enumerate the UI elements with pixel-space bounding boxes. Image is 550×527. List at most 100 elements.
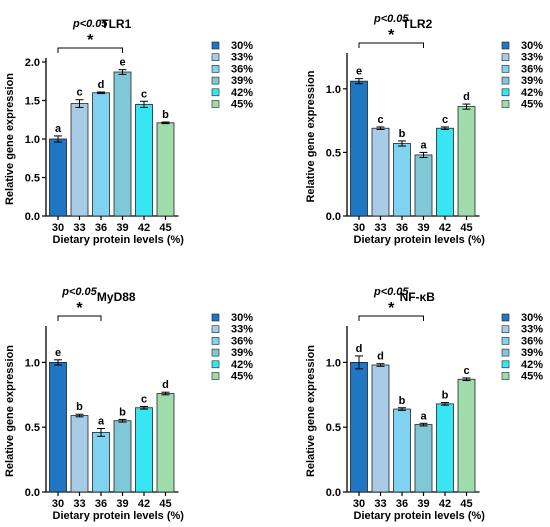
bar-45 <box>156 122 175 217</box>
p-value-label: p<0.05 <box>72 18 108 30</box>
significance-letter: c <box>141 88 147 100</box>
significance-star: * <box>388 300 395 317</box>
significance-letter: c <box>377 114 383 126</box>
x-tick-label: 45 <box>460 222 472 234</box>
x-tick-label: 33 <box>73 498 85 510</box>
x-tick-label: 30 <box>52 222 64 234</box>
significance-star: * <box>76 300 83 317</box>
bar-36 <box>393 408 411 493</box>
y-axis-label: Relative gene expression <box>305 70 317 202</box>
legend-label: 33% <box>231 52 253 64</box>
significance-letter: b <box>119 406 126 418</box>
legend-swatch <box>501 100 510 108</box>
x-tick-label: 45 <box>460 498 472 510</box>
chart-panel-2: TLR2 Relative gene expression 0.0 0.5 1.0 e 30… <box>305 13 543 246</box>
y-axis-label: Relative gene expression <box>4 73 16 205</box>
significance-letter: a <box>55 123 62 135</box>
significance-letter: a <box>98 415 105 427</box>
significance-letter: c <box>76 87 82 99</box>
x-tick-label: 36 <box>95 498 107 510</box>
y-tick-label: 0.5 <box>326 422 341 434</box>
x-axis-label: Dietary protein levels (%) <box>354 234 486 246</box>
y-tick-label: 0.0 <box>326 487 341 499</box>
bar-33 <box>371 127 390 217</box>
chart-title: NF-κB <box>400 290 436 304</box>
x-tick-label: 45 <box>159 222 171 234</box>
legend-swatch <box>501 348 510 357</box>
legend-swatch <box>501 65 510 73</box>
bar-42 <box>135 407 153 493</box>
legend-swatch <box>501 360 510 369</box>
significance-bracket <box>57 47 123 53</box>
bar-45 <box>457 106 476 217</box>
legend-swatch <box>211 53 220 62</box>
x-tick-label: 39 <box>417 498 429 510</box>
x-axis-label: Dietary protein levels (%) <box>354 510 486 522</box>
legend-swatch <box>501 53 510 62</box>
legend-label: 36% <box>231 63 253 75</box>
x-tick-label: 30 <box>353 222 365 234</box>
x-tick-label: 39 <box>116 498 128 510</box>
legend-swatch <box>501 372 510 380</box>
legend-label: 36% <box>521 63 543 75</box>
significance-letter: c <box>442 114 448 126</box>
x-tick-label: 39 <box>116 222 128 234</box>
x-tick-label: 30 <box>353 498 365 510</box>
legend-swatch <box>501 76 510 85</box>
x-axis-label: Dietary protein levels (%) <box>53 234 185 246</box>
legend-label: 33% <box>231 324 253 336</box>
legend-swatch <box>211 372 220 380</box>
bar-36 <box>92 431 110 493</box>
bar-36 <box>92 92 110 217</box>
legend-label: 42% <box>521 87 543 99</box>
y-tick-label: 2.0 <box>25 57 40 69</box>
significance-letter: c <box>463 365 469 377</box>
bar-45 <box>457 378 476 493</box>
significance-letter: d <box>162 379 169 391</box>
chart-panel-3: MyD88 Relative gene expression 0.0 0.5 1.0 e 3… <box>4 286 253 522</box>
legend-swatch <box>211 348 220 357</box>
bar-42 <box>436 127 454 217</box>
significance-letter: b <box>76 401 83 413</box>
legend-label: 39% <box>231 347 253 359</box>
significance-bracket <box>57 315 102 321</box>
bar-45 <box>156 393 175 493</box>
chart-panel-1: TLR1 Relative gene expression 0.0 0.5 1.0 1.5… <box>4 17 253 246</box>
legend-label: 45% <box>521 371 543 383</box>
p-value-label: p<0.05 <box>373 13 409 25</box>
bar-30 <box>49 361 67 493</box>
legend-label: 39% <box>521 347 543 359</box>
bar-39 <box>113 71 132 217</box>
significance-letter: a <box>420 139 427 151</box>
y-axis-label: Relative gene expression <box>4 345 16 477</box>
significance-star: * <box>87 32 94 49</box>
legend-label: 36% <box>231 335 253 347</box>
legend-label: 30% <box>231 40 253 52</box>
p-value-label: p<0.05 <box>373 286 409 298</box>
legend-label: 36% <box>521 335 543 347</box>
legend-label: 45% <box>231 371 253 383</box>
bar-33 <box>70 103 89 217</box>
bar-33 <box>371 364 390 493</box>
bar-42 <box>436 403 454 493</box>
legend-label: 39% <box>521 75 543 87</box>
significance-letter: b <box>399 395 406 407</box>
chart-panel-4: NF-κB Relative gene expression 0.0 0.5 1.0 d 3… <box>305 286 543 522</box>
y-tick-label: 0.5 <box>326 147 341 159</box>
y-tick-label: 1.5 <box>25 96 40 108</box>
y-tick-label: 0.0 <box>25 211 40 223</box>
x-tick-label: 33 <box>374 222 386 234</box>
x-tick-label: 45 <box>159 498 171 510</box>
significance-letter: e <box>356 66 362 78</box>
x-tick-label: 36 <box>95 222 107 234</box>
chart-title: TLR1 <box>101 17 131 31</box>
legend-swatch <box>211 65 220 73</box>
legend-label: 33% <box>521 52 543 64</box>
x-axis-label: Dietary protein levels (%) <box>53 510 185 522</box>
bar-30 <box>49 138 67 217</box>
bar-42 <box>135 103 153 217</box>
significance-letter: d <box>377 351 384 363</box>
legend-swatch <box>501 41 510 50</box>
legend-label: 30% <box>521 312 543 324</box>
x-tick-label: 42 <box>439 498 451 510</box>
